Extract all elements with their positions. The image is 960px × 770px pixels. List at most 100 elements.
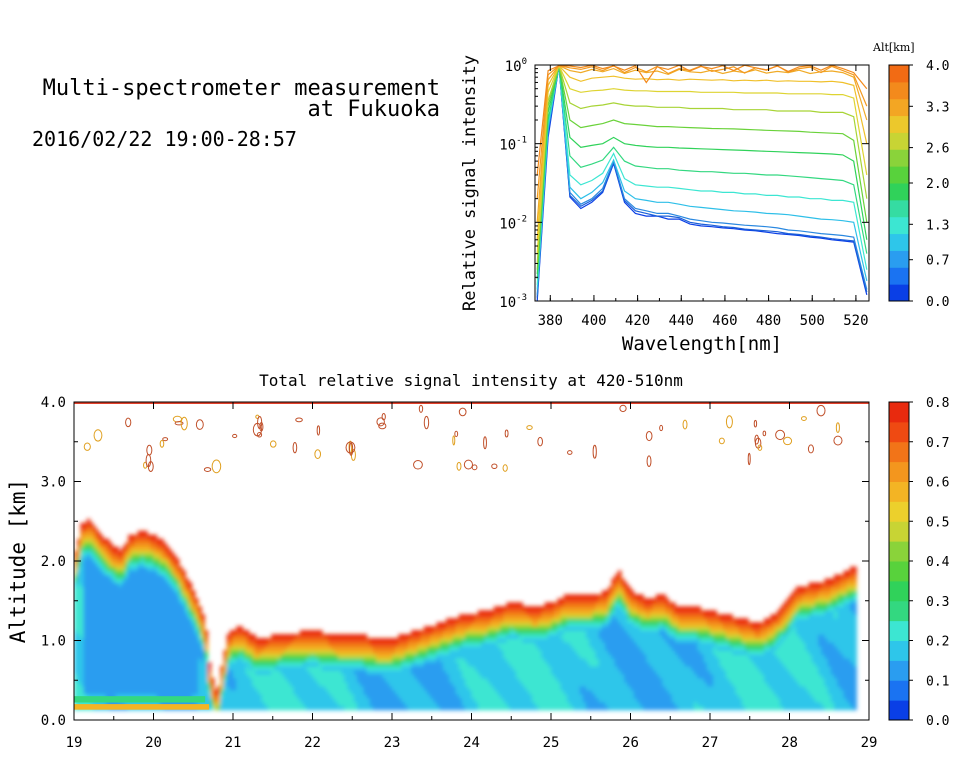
heatmap-cell [363, 638, 368, 643]
heatmap-cell [646, 630, 651, 635]
heatmap-cell [471, 614, 476, 619]
heatmap-cell [77, 578, 81, 584]
heatmap-cell [277, 673, 282, 679]
heatmap-cell [519, 626, 523, 631]
heatmap-cell [182, 582, 186, 588]
heatmap-cell [487, 642, 492, 647]
heatmap-cell [528, 614, 533, 619]
heatmap-cell [77, 546, 81, 552]
heatmap-cell [605, 685, 609, 691]
heatmap-cell [563, 705, 568, 711]
heatmap-cell [598, 622, 603, 627]
heatmap-cell [468, 650, 473, 655]
heatmap-cell [89, 665, 94, 671]
heatmap-cell [535, 661, 539, 667]
heatmap-cell [150, 594, 155, 599]
heatmap-cell [112, 618, 116, 623]
heatmap-cell [204, 701, 209, 707]
heatmap-cell [614, 665, 619, 671]
heatmap-cell [128, 558, 132, 564]
heatmap-cell [563, 614, 568, 619]
heatmap-cell [557, 610, 562, 615]
heatmap-cell [147, 630, 151, 635]
heatmap-cell [557, 669, 562, 675]
heatmap-cell [627, 590, 632, 595]
heatmap-cell [121, 618, 126, 623]
heatmap-cell [175, 693, 180, 699]
heatmap-cell [608, 618, 613, 623]
heatmap-cell [570, 650, 574, 655]
heatmap-cell [83, 622, 88, 627]
heatmap-cell [169, 554, 174, 560]
heatmap-cell [315, 681, 320, 687]
heatmap-cell [509, 610, 514, 615]
heatmap-cell [436, 622, 441, 627]
spectrum-series-line [536, 65, 868, 270]
spectrum-x-axis: 380 400 420 440 460 480 500 520 [538, 65, 869, 329]
heatmap-cell [595, 646, 600, 651]
heatmap-cell [191, 594, 196, 599]
heatmap-cell [99, 574, 104, 580]
heatmap-cell [598, 602, 603, 607]
heatmap-cell [455, 650, 460, 655]
heatmap-cell [376, 701, 380, 707]
heatmap-cell [630, 650, 635, 655]
heatmap-cell [83, 693, 88, 699]
heatmap-cell [344, 693, 349, 699]
heatmap-cell [481, 618, 485, 623]
heatmap-cell [74, 685, 78, 691]
heatmap-cell [163, 693, 167, 699]
heatmap-cell [188, 681, 193, 687]
heatmap-cell [89, 586, 94, 592]
heatmap-cell [185, 594, 190, 599]
heatmap-cell [166, 598, 170, 603]
heatmap-cell [614, 705, 619, 711]
heatmap-cell [484, 705, 488, 711]
heatmap-cell [239, 661, 244, 667]
heatmap-cell [191, 654, 196, 659]
heatmap-cell [433, 650, 438, 655]
heatmap-cell [163, 610, 167, 615]
heatmap-cell [83, 681, 88, 687]
heatmap-cell [315, 677, 320, 683]
heatmap-cell [551, 610, 555, 615]
heatmap-cell [630, 606, 635, 611]
spectrum-series-line [536, 65, 868, 254]
heatmap-cell [506, 650, 511, 655]
heatmap-cell [261, 693, 266, 699]
heatmap-cell [99, 590, 104, 595]
heatmap-cell [516, 642, 520, 647]
heatmap-cell [477, 634, 482, 639]
heatmap-cell [108, 594, 113, 599]
heatmap-cell [582, 654, 587, 659]
heatmap-cell [283, 689, 288, 695]
heatmap-cell [522, 665, 527, 671]
heatmap-cell [128, 681, 132, 687]
heatmap-cell [522, 689, 527, 695]
heatmap-cell [560, 634, 565, 639]
heatmap-cell [496, 630, 501, 635]
heatmap-cell [474, 618, 479, 623]
heatmap-cell [404, 693, 409, 699]
heatmap-cell [118, 673, 123, 679]
heatmap-cell [198, 626, 202, 631]
heatmap-cell [579, 693, 584, 699]
heatmap-cell [407, 634, 412, 639]
heatmap-cell [442, 646, 447, 651]
heatmap-cell [108, 634, 113, 639]
heatmap-cell [223, 661, 228, 667]
heatmap-cell [334, 693, 339, 699]
heatmap-cell [411, 701, 415, 707]
heatmap-cell [188, 614, 193, 619]
heatmap-cell [185, 630, 190, 635]
heatmap-cell [210, 693, 215, 699]
heatmap-cell [178, 642, 183, 647]
heatmap-cell [617, 654, 622, 659]
heatmap-cell [255, 677, 260, 683]
heatmap-cell [516, 618, 520, 623]
heatmap-cell [290, 650, 295, 655]
heatmap-cell [585, 654, 590, 659]
heatmap-cell [614, 685, 619, 691]
heatmap-cell [592, 681, 597, 687]
heatmap-cell [347, 681, 352, 687]
